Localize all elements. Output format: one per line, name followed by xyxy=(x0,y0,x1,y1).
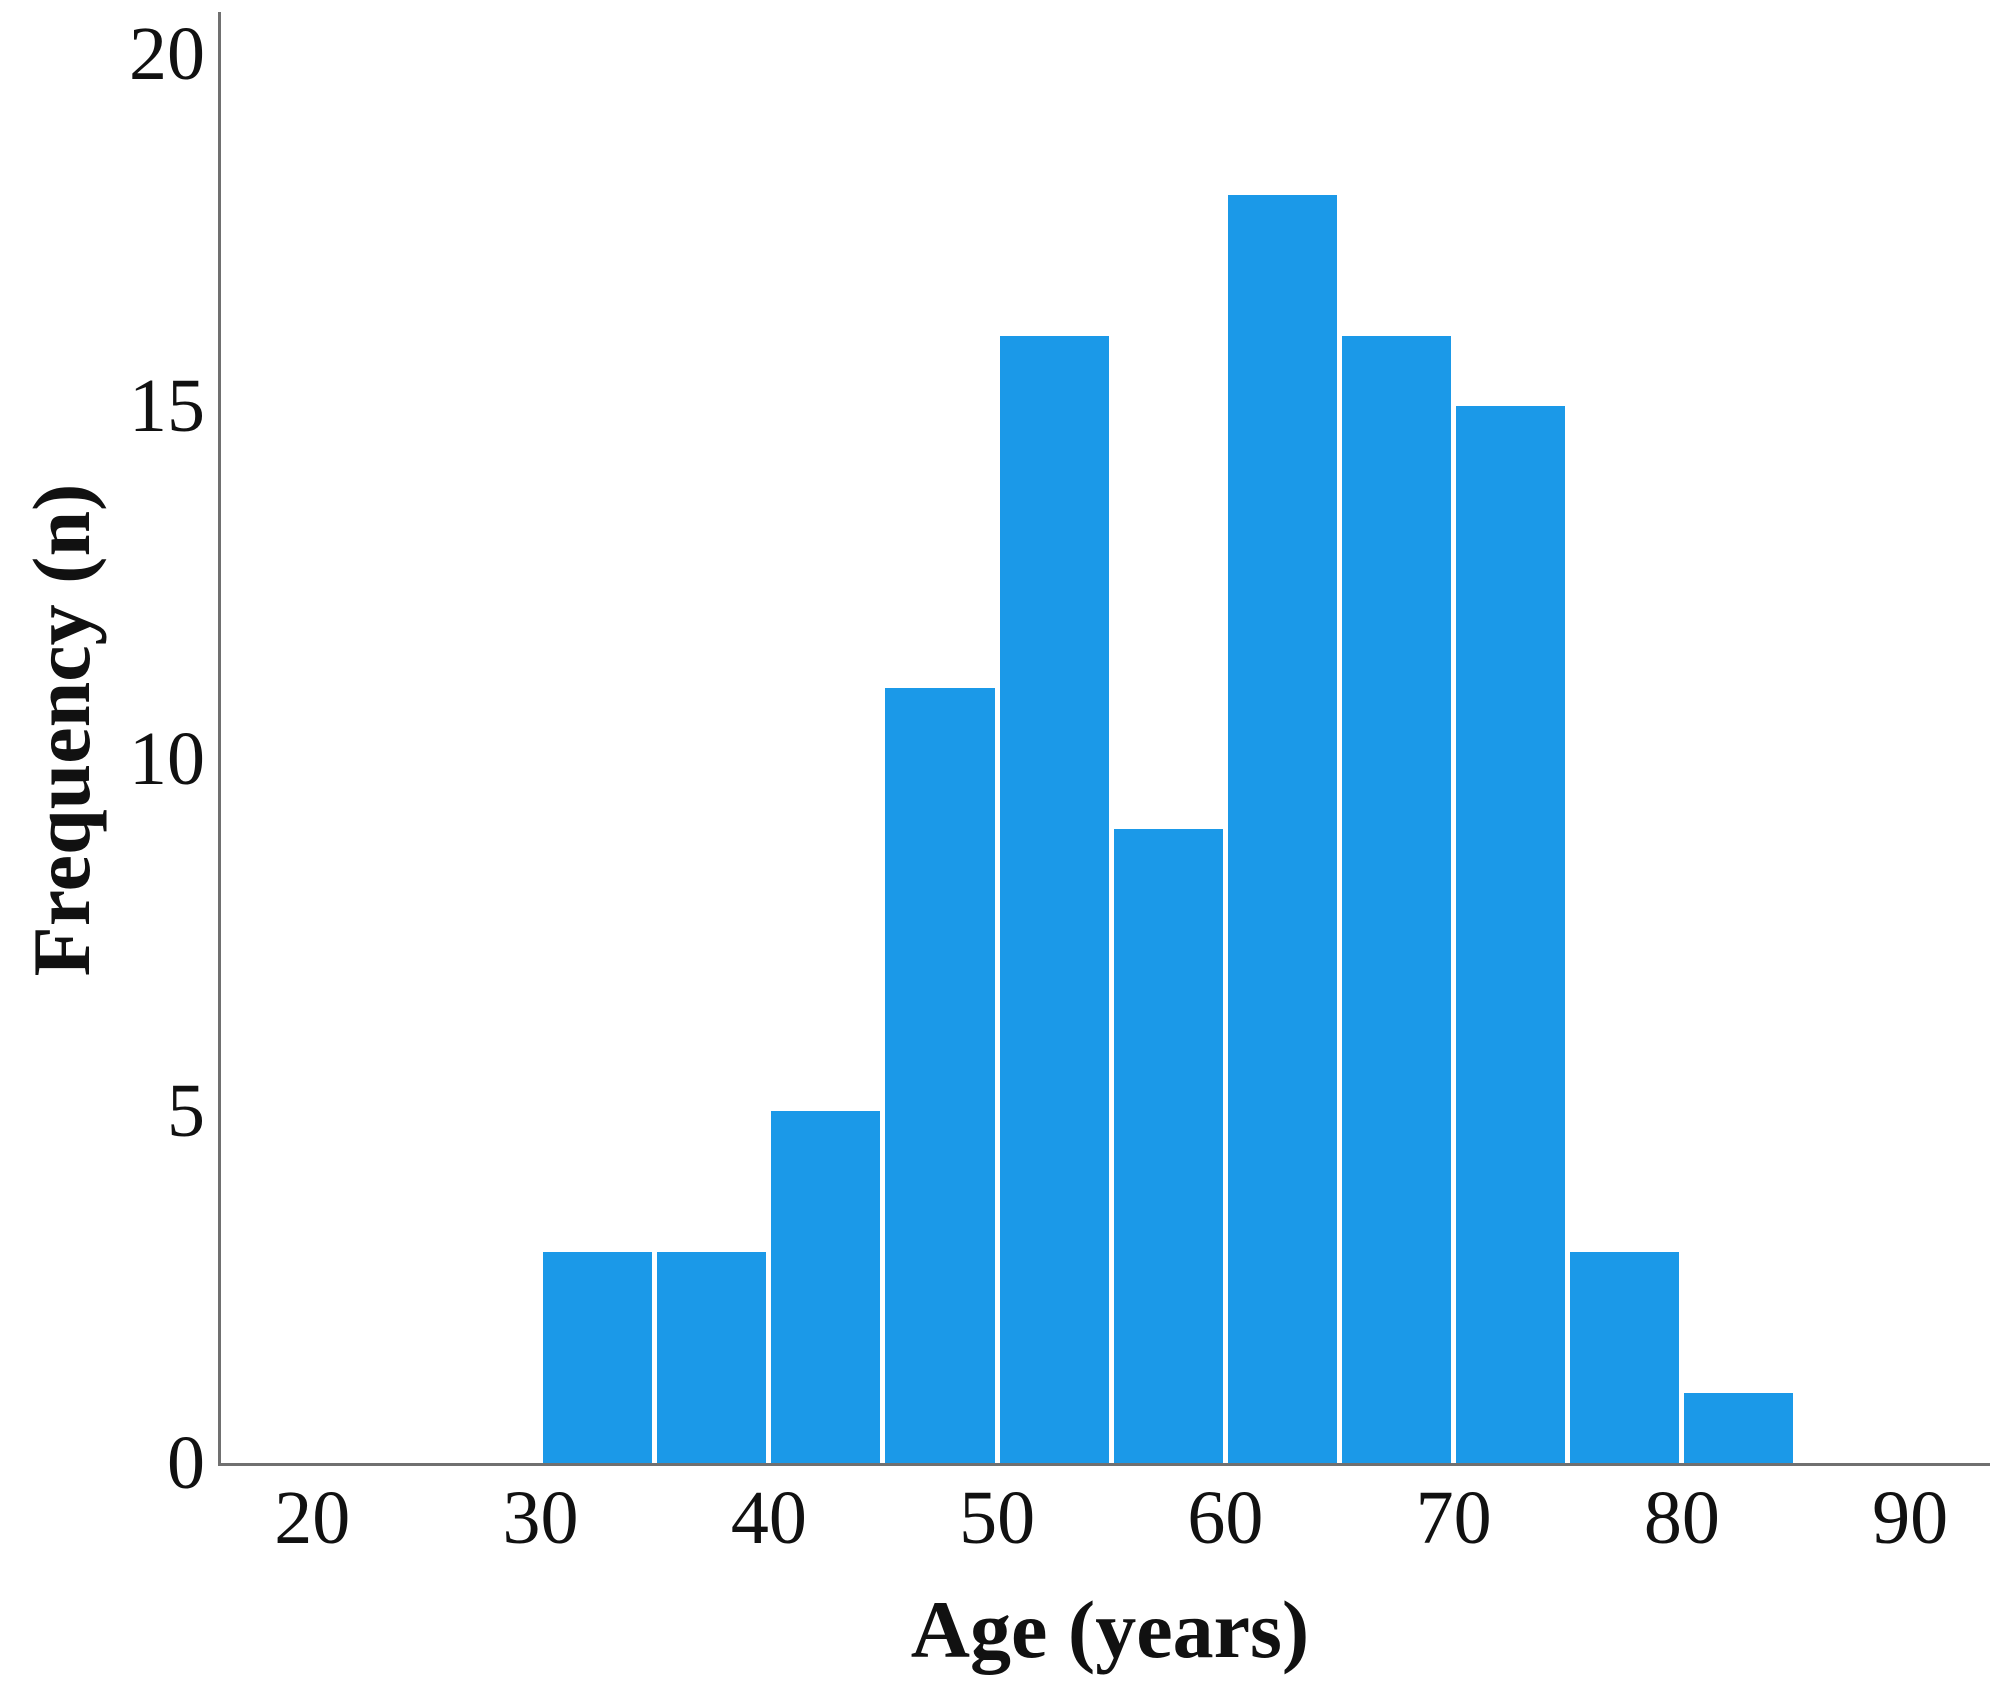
x-tick-label: 30 xyxy=(502,1476,579,1560)
x-tick-label: 90 xyxy=(1872,1476,1949,1560)
y-tick-label: 15 xyxy=(129,364,205,449)
histogram-bar xyxy=(543,1251,653,1463)
x-axis-title: Age (years) xyxy=(910,1584,1310,1675)
x-tick-label: 40 xyxy=(730,1476,807,1560)
histogram-bar xyxy=(1113,829,1223,1463)
y-axis-line xyxy=(218,12,221,1466)
histogram-bar xyxy=(1341,336,1452,1463)
y-tick-label: 10 xyxy=(129,716,205,801)
y-tick-label: 20 xyxy=(129,12,205,97)
y-tick-label: 5 xyxy=(167,1068,205,1153)
x-tick-label: 20 xyxy=(274,1476,351,1560)
histogram-bar xyxy=(1684,1392,1794,1463)
histogram-bar xyxy=(999,336,1109,1463)
histogram-bar xyxy=(1570,1251,1680,1463)
x-tick-label: 50 xyxy=(959,1476,1036,1560)
histogram-bar xyxy=(1456,406,1566,1463)
histogram-bar xyxy=(771,1110,881,1463)
histogram-bar xyxy=(657,1251,767,1463)
x-tick-label: 70 xyxy=(1415,1476,1492,1560)
x-tick-label: 80 xyxy=(1643,1476,1720,1560)
x-tick-label: 60 xyxy=(1187,1476,1264,1560)
histogram-bar xyxy=(1227,195,1337,1463)
x-axis-line xyxy=(218,1463,1990,1466)
histogram-bar xyxy=(885,688,995,1463)
y-tick-label: 0 xyxy=(167,1421,205,1505)
